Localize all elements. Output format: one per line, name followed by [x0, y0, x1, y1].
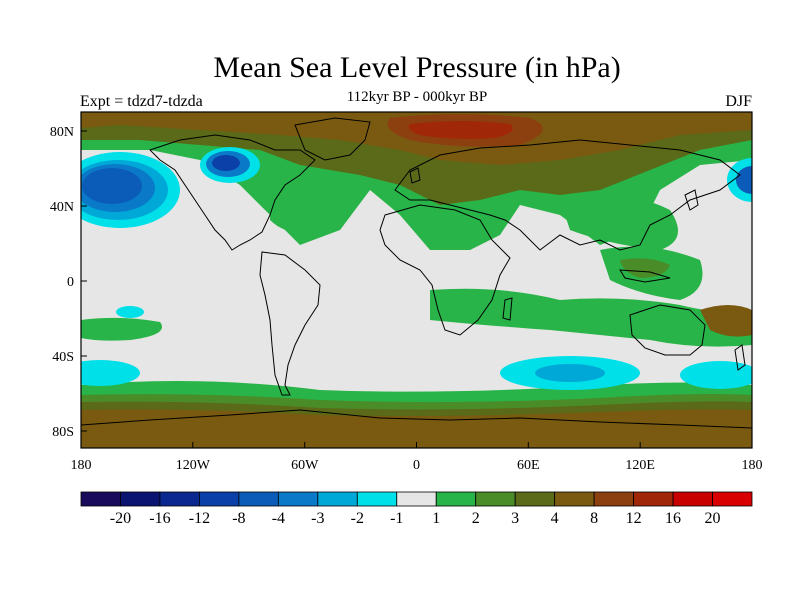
colorbar-box: [554, 491, 595, 507]
season-label: DJF: [725, 93, 752, 110]
japan-coast: [684, 189, 699, 211]
colorbar-box: [199, 491, 240, 507]
colorbar-label: 3: [511, 510, 519, 527]
lat-tick-marks: [81, 130, 87, 432]
lon-tick-label: 180: [742, 458, 763, 473]
indian-ocean-low-core: [535, 364, 605, 382]
africa-coast: [379, 204, 511, 336]
lon-tick-marks: [80, 442, 753, 448]
colorbar-label: -12: [189, 510, 210, 527]
australia-coast: [629, 304, 706, 356]
colorbar-label: -4: [272, 510, 285, 527]
colorbar-box: [277, 491, 319, 507]
colorbar-label: -3: [311, 510, 324, 527]
figure-subtitle: 112kyr BP - 000kyr BP: [346, 89, 488, 105]
colorbar-box: [159, 491, 200, 507]
lat-tick-label: 80N: [50, 125, 74, 140]
colorbar-label: -1: [390, 510, 403, 527]
coastlines: [81, 117, 752, 429]
australia-brown-patch: [700, 305, 752, 337]
colorbar-label: 8: [590, 510, 598, 527]
lon-tick-label: 60W: [291, 458, 319, 473]
uk-coast: [409, 167, 421, 184]
colorbar-label: 20: [705, 510, 721, 527]
south-pacific-small-low: [116, 306, 144, 318]
arctic-high-core: [408, 121, 513, 139]
colorbar-box: [120, 491, 161, 507]
figure-title: Mean Sea Level Pressure (in hPa): [213, 51, 621, 84]
colorbar-box: [435, 491, 477, 507]
map-panel: [81, 112, 752, 448]
antarctic-high: [81, 409, 752, 448]
south-pacific-cyan-low: [81, 360, 140, 386]
colorbar-box: [593, 491, 634, 507]
colorbar-box: [80, 491, 121, 507]
lat-tick-label: 40S: [52, 350, 74, 365]
colorbar-label: -8: [232, 510, 245, 527]
colorbar-box: [356, 491, 398, 507]
colorbar-box: [317, 491, 358, 507]
colorbar: [80, 491, 753, 507]
colorbar-box: [514, 491, 556, 507]
colorbar-label: 12: [626, 510, 642, 527]
colorbar-label: 2: [472, 510, 480, 527]
experiment-label: Expt = tdzd7-tdzda: [80, 93, 203, 110]
colorbar-label: 16: [665, 510, 681, 527]
colorbar-box: [712, 491, 753, 507]
asia-green-patch: [560, 194, 678, 250]
colorbar-label: 4: [551, 510, 559, 527]
colorbar-label: -20: [110, 510, 131, 527]
madagascar-coast: [502, 297, 513, 321]
new-zealand-coast: [734, 344, 746, 371]
antarctica-coast: [81, 409, 752, 429]
colorbar-label: -16: [149, 510, 170, 527]
colorbar-label: -2: [351, 510, 364, 527]
lon-tick-label: 60E: [517, 458, 540, 473]
hudson-bay-low: [200, 147, 260, 183]
greenland-coast: [294, 117, 371, 161]
colorbar-box: [396, 491, 437, 507]
south-america-coast: [259, 251, 321, 396]
lon-tick-label: 120E: [625, 458, 655, 473]
lat-tick-label: 40N: [50, 200, 74, 215]
colorbar-box: [672, 491, 713, 507]
north-america-coast: [149, 134, 316, 251]
tasman-low: [680, 361, 752, 389]
south-atlantic-green: [81, 317, 162, 341]
colorbar-box: [633, 491, 674, 507]
lon-tick-label: 0: [413, 458, 420, 473]
indian-ocean-green-band: [430, 288, 752, 347]
colorbar-box: [475, 491, 516, 507]
lon-tick-label: 180: [71, 458, 92, 473]
colorbar-label: 1: [432, 510, 440, 527]
lon-tick-labels: 180 120W 60W 0 60E 120E 180: [71, 458, 763, 473]
colorbar-box: [238, 491, 279, 507]
atlantic-green-patch: [270, 186, 348, 234]
north-pacific-low: [81, 152, 752, 228]
indonesia-coast: [619, 269, 671, 283]
lat-tick-label: 80S: [52, 425, 74, 440]
eurasia-coast: [394, 139, 741, 251]
lat-tick-labels: 80N 40N 0 40S 80S: [50, 125, 74, 440]
lon-tick-label: 120W: [176, 458, 211, 473]
lat-tick-label: 0: [67, 275, 74, 290]
maritime-dark-patch: [620, 258, 670, 278]
colorbar-labels: -20 -16 -12 -8 -4 -3 -2 -1 1 2 3 4 8 12 16 20: [110, 510, 721, 527]
